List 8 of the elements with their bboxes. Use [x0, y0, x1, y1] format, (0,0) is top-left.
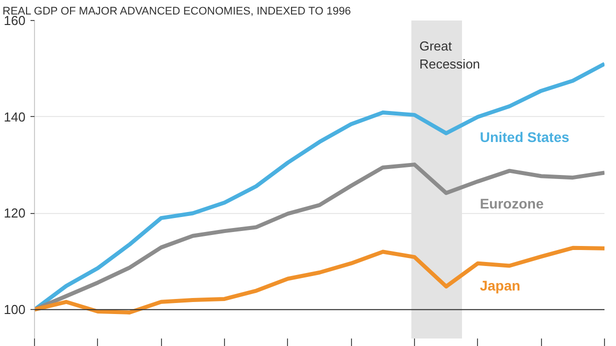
annotation: Great Recession: [419, 38, 480, 72]
y-tick-label: 140: [4, 109, 26, 124]
y-tick-label: 100: [4, 302, 26, 318]
series-label: Japan: [480, 277, 520, 294]
series-label: Eurozone: [480, 195, 544, 212]
series-label: United States: [480, 128, 570, 145]
y-tick-label: 120: [4, 206, 26, 221]
line-series: [34, 246, 604, 314]
